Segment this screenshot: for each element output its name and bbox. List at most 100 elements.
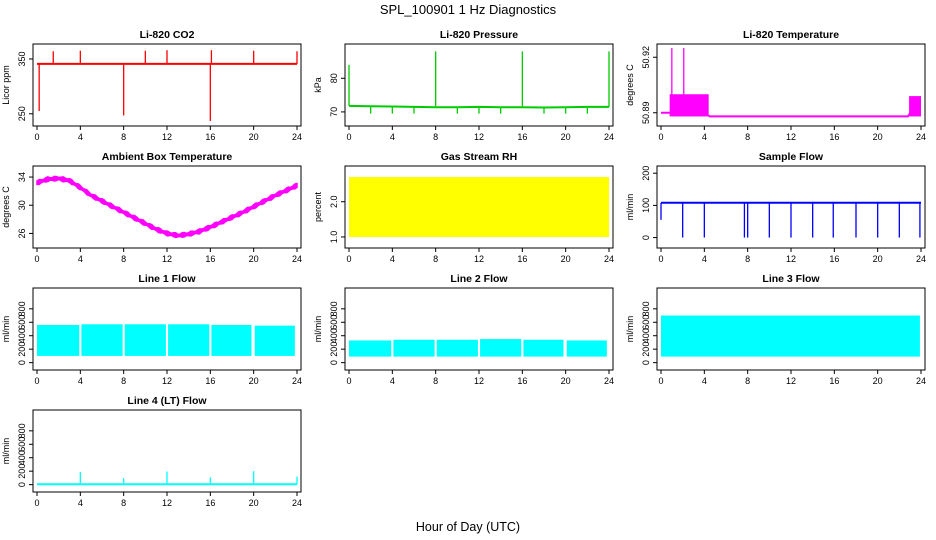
x-tick-label: 24 [292, 254, 302, 264]
x-tick-label: 20 [249, 498, 259, 508]
x-tick-label: 8 [433, 132, 438, 142]
x-tick-label: 24 [292, 498, 302, 508]
data-band [669, 94, 709, 117]
y-axis-label: degrees C [625, 64, 635, 106]
y-tick-label: 34 [17, 172, 27, 182]
x-tick-label: 8 [121, 376, 126, 386]
data-band [349, 340, 392, 357]
chart-panel: Sample Flow ml/min 0 4 8 12 16 20 24 0 100 200 [625, 151, 926, 264]
x-tick-label: 0 [658, 132, 663, 142]
x-tick-label: 4 [390, 132, 395, 142]
data-band [909, 96, 921, 117]
x-tick-label: 0 [346, 376, 351, 386]
y-tick-label: 50.89 [641, 101, 651, 124]
chart-panel: Line 4 (LT) Flow ml/min 0 4 8 12 16 20 24 0 200400… [1, 395, 302, 508]
x-tick-label: 16 [517, 376, 527, 386]
y-tick-label: 2.0 [329, 195, 339, 208]
y-tick-label: 250 [17, 106, 27, 121]
y-tick-label: 0 [329, 360, 339, 365]
y-tick-label: 800 [641, 301, 651, 316]
chart-panel: Gas Stream RH percent 0 4 8 12 16 20 24 1.0 2.0 [313, 151, 614, 264]
x-tick-label: 8 [745, 132, 750, 142]
chart-panel: Line 3 Flow ml/min 0 4 8 12 16 20 24 0 20040060080… [625, 273, 926, 386]
x-tick-label: 20 [873, 132, 883, 142]
x-tick-label: 4 [702, 132, 707, 142]
y-tick-label: 400 [641, 328, 651, 343]
x-tick-label: 12 [786, 254, 796, 264]
data-envelope [36, 175, 298, 239]
x-tick-label: 24 [292, 132, 302, 142]
plot-frame [344, 287, 614, 371]
y-tick-label: 50.92 [641, 46, 651, 69]
y-tick-label: 600 [329, 315, 339, 330]
chart-panel: Ambient Box Temperature degrees C 0 4 8 12 16 2… [1, 151, 302, 264]
data-band [566, 340, 607, 357]
x-tick-label: 0 [658, 376, 663, 386]
x-tick-label: 20 [249, 132, 259, 142]
x-tick-label: 16 [205, 132, 215, 142]
y-tick-label: 800 [329, 301, 339, 316]
x-tick-label: 24 [604, 132, 614, 142]
x-tick-label: 16 [205, 498, 215, 508]
x-tick-label: 12 [162, 376, 172, 386]
x-tick-label: 24 [604, 254, 614, 264]
x-tick-label: 12 [162, 254, 172, 264]
x-tick-label: 12 [162, 132, 172, 142]
y-tick-label: 70 [329, 107, 339, 117]
y-tick-label: 200 [641, 166, 651, 181]
data-band [661, 315, 920, 357]
y-axis-label: ml/min [313, 316, 323, 343]
chart-title: Line 1 Flow [138, 273, 196, 285]
x-tick-label: 24 [916, 376, 926, 386]
y-tick-label: 100 [641, 198, 651, 213]
x-tick-label: 0 [346, 132, 351, 142]
x-tick-label: 8 [121, 132, 126, 142]
data-band [124, 324, 166, 356]
x-tick-label: 4 [390, 254, 395, 264]
y-tick-label: 200 [641, 342, 651, 357]
chart-title: Li-820 Temperature [743, 29, 839, 41]
x-tick-label: 4 [702, 376, 707, 386]
x-tick-label: 12 [162, 498, 172, 508]
chart-panel: Line 2 Flow ml/min 0 4 8 12 16 20 24 0 20040060080… [313, 273, 614, 386]
chart-panel: Li-820 Pressure kPa 0 4 8 12 16 20 24 70 80 [313, 29, 614, 142]
x-tick-label: 20 [249, 376, 259, 386]
y-tick-label: 600 [17, 315, 27, 330]
y-tick-label: 600 [17, 437, 27, 452]
chart-title: Sample Flow [759, 151, 824, 163]
x-tick-label: 12 [474, 254, 484, 264]
x-tick-label: 8 [745, 376, 750, 386]
x-tick-label: 16 [829, 132, 839, 142]
x-tick-label: 8 [121, 498, 126, 508]
chart-title: Li-820 CO2 [140, 29, 195, 41]
y-tick-label: 400 [17, 450, 27, 465]
y-tick-label: 200 [17, 464, 27, 479]
y-axis-label: percent [313, 191, 323, 222]
y-tick-label: 350 [17, 51, 27, 66]
x-tick-label: 8 [121, 254, 126, 264]
x-tick-label: 20 [873, 376, 883, 386]
series-line [661, 111, 921, 118]
y-axis-label: ml/min [625, 316, 635, 343]
data-band [480, 339, 522, 357]
y-axis-label: kPa [313, 77, 323, 93]
x-tick-label: 24 [292, 376, 302, 386]
series-line [36, 177, 298, 237]
chart-panel: Line 1 Flow ml/min 0 4 8 12 16 20 24 0 20040060080… [1, 273, 302, 386]
x-tick-label: 0 [34, 376, 39, 386]
x-tick-label: 8 [433, 376, 438, 386]
data-band [81, 324, 123, 356]
y-axis-label: degrees C [1, 186, 11, 228]
y-tick-label: 600 [641, 315, 651, 330]
x-tick-label: 16 [517, 254, 527, 264]
x-tick-label: 4 [78, 498, 83, 508]
data-band [168, 324, 210, 356]
x-tick-label: 0 [34, 254, 39, 264]
x-tick-label: 12 [786, 132, 796, 142]
x-tick-label: 0 [346, 254, 351, 264]
x-tick-label: 4 [78, 254, 83, 264]
chart-title: Line 3 Flow [762, 273, 820, 285]
x-tick-label: 24 [604, 376, 614, 386]
